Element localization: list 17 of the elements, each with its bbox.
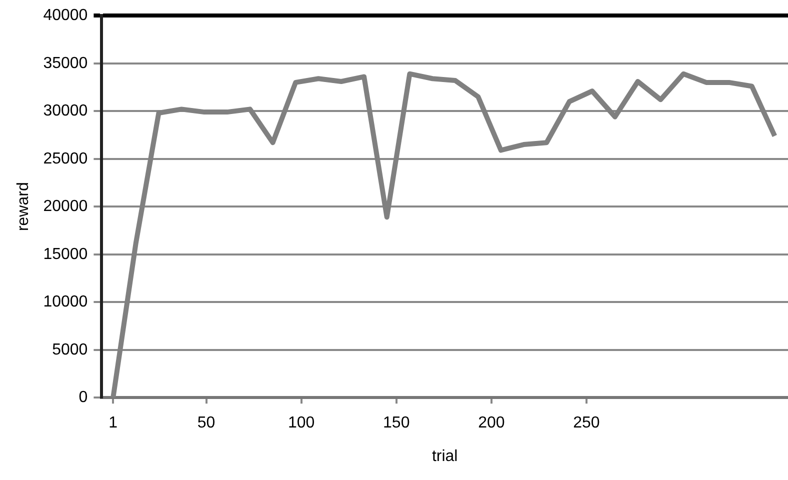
y-tick-label: 25000 — [43, 150, 88, 168]
y-axis-title: reward — [15, 182, 32, 232]
x-tick-label: 1 — [108, 414, 118, 432]
y-tick-label: 10000 — [43, 294, 88, 311]
y-tick-label: 15000 — [43, 246, 88, 263]
x-tick-label: 50 — [197, 414, 216, 432]
y-tick-label: 35000 — [43, 54, 88, 72]
y-tick-label: 30000 — [43, 102, 88, 120]
x-axis-title: trial — [432, 448, 458, 465]
y-tick-label: 40000 — [43, 7, 88, 24]
x-tick-label: 200 — [478, 414, 505, 432]
x-tick-label: 100 — [288, 414, 315, 432]
y-tick-label: 20000 — [43, 198, 88, 216]
x-tick-label: 250 — [573, 414, 600, 432]
x-tick-label: 150 — [383, 414, 410, 432]
y-tick-label: 5000 — [52, 341, 88, 358]
y-tick-label: 0 — [78, 389, 88, 406]
